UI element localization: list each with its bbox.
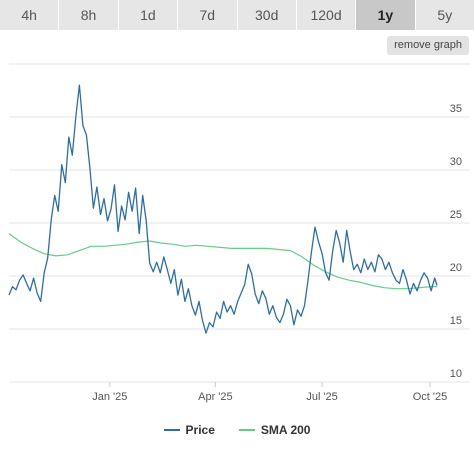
x-tick-label-2: Jul '25 — [306, 391, 337, 403]
y-tick-label-10: 10 — [450, 368, 462, 380]
tab-120d[interactable]: 120d — [296, 0, 357, 30]
x-tick-label-1: Apr '25 — [198, 391, 233, 403]
legend-item-price[interactable]: Price — [163, 423, 215, 437]
tab-8h[interactable]: 8h — [59, 0, 119, 30]
time-range-tabs: 4h 8h 1d 7d 30d 120d 1y 5y — [0, 0, 474, 30]
tab-7d[interactable]: 7d — [178, 0, 238, 30]
grid — [9, 63, 470, 383]
x-axis: Jan '25 Apr '25 Jul '25 Oct '25 — [92, 382, 447, 403]
y-tick-label-35: 35 — [450, 103, 462, 115]
remove-graph-button[interactable]: remove graph — [387, 36, 469, 55]
y-tick-label-25: 25 — [450, 209, 462, 221]
tab-5y[interactable]: 5y — [415, 0, 474, 30]
series — [8, 84, 438, 334]
x-tick-label-0: Jan '25 — [92, 391, 127, 403]
legend-label-price: Price — [185, 423, 215, 437]
legend-swatch-price — [163, 429, 180, 431]
legend-item-sma[interactable]: SMA 200 — [238, 423, 311, 437]
y-axis: 10 15 20 25 30 35 — [450, 103, 462, 380]
tab-30d[interactable]: 30d — [237, 0, 297, 30]
y-tick-label-15: 15 — [450, 315, 462, 327]
legend-swatch-sma — [238, 429, 255, 431]
legend: Price SMA 200 — [0, 420, 474, 440]
y-tick-label-30: 30 — [450, 156, 462, 168]
x-tick-label-3: Oct '25 — [413, 391, 448, 403]
tab-1y[interactable]: 1y — [356, 0, 416, 30]
series-line-price[interactable] — [8, 84, 438, 334]
series-line-sma-200[interactable] — [8, 233, 437, 290]
y-tick-label-20: 20 — [450, 262, 462, 274]
tab-4h[interactable]: 4h — [0, 0, 60, 30]
tab-1d[interactable]: 1d — [118, 0, 179, 30]
legend-label-sma: SMA 200 — [260, 423, 311, 437]
